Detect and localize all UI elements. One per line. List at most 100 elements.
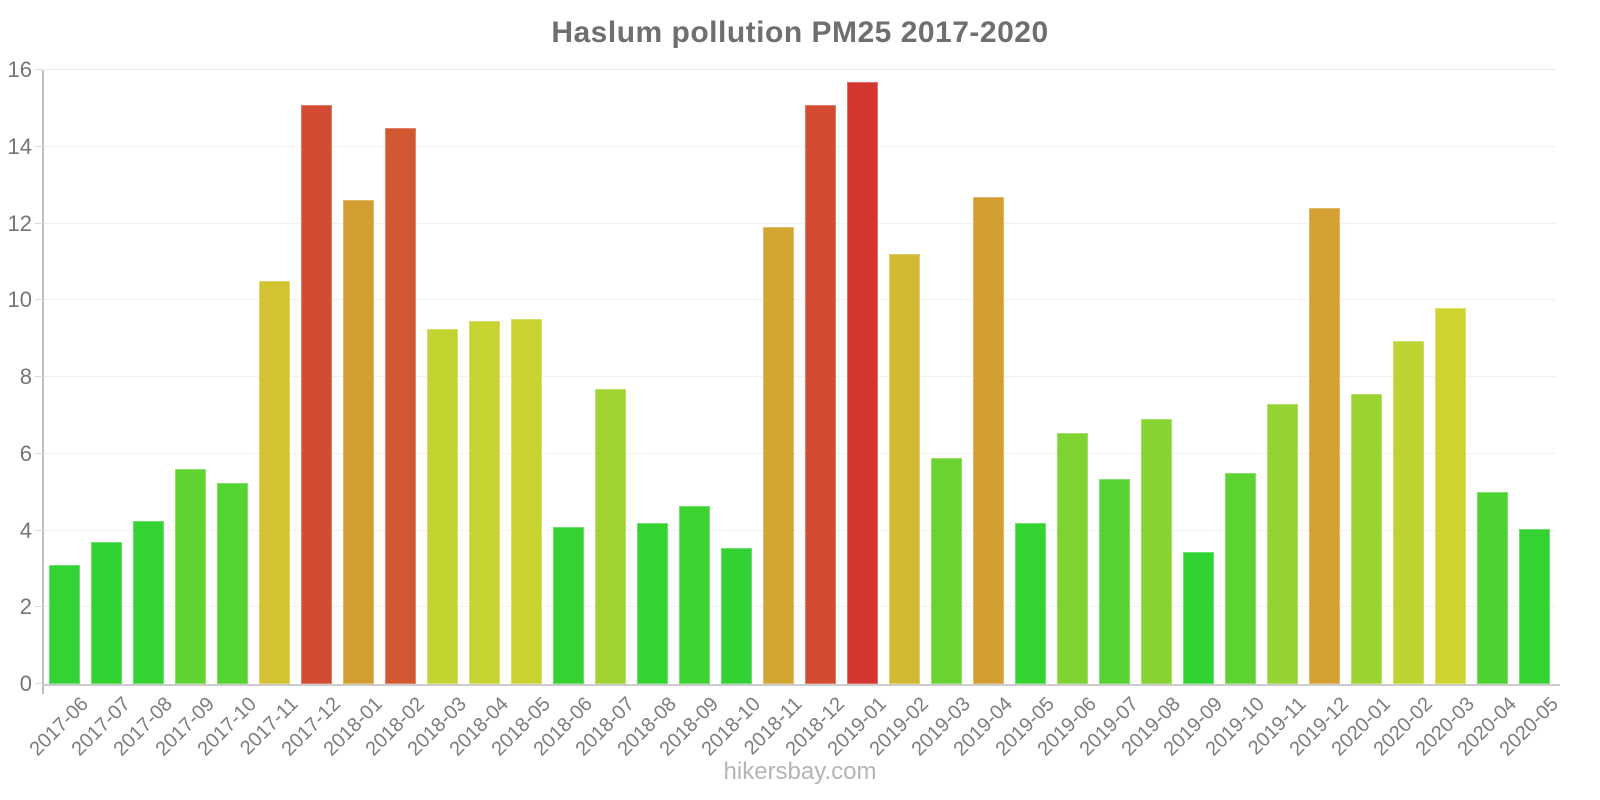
- bar-2017-08[interactable]: [133, 520, 164, 684]
- bar-2018-03[interactable]: [427, 329, 458, 684]
- bar-slot-2019-11: 2019-11: [1244, 70, 1311, 759]
- bar-2020-01[interactable]: [1351, 394, 1382, 684]
- bar-slot-2018-06: 2018-06: [529, 70, 597, 760]
- bar-2019-12[interactable]: [1309, 208, 1340, 684]
- bar-2018-11[interactable]: [763, 227, 794, 684]
- bar-2018-06[interactable]: [553, 526, 584, 684]
- bar-2020-03[interactable]: [1435, 307, 1466, 684]
- bar-2017-10[interactable]: [217, 482, 248, 684]
- y-axis-tick-4: [35, 529, 43, 531]
- bar-slot-2019-01: 2019-01: [823, 70, 891, 760]
- bar-slot-2017-06: 2017-06: [25, 70, 93, 760]
- bar-slot-2017-07: 2017-07: [67, 70, 135, 760]
- y-tick-label-14: 14: [7, 133, 32, 159]
- y-axis-tick-0: [35, 683, 43, 684]
- gridline-y6: [44, 452, 1556, 454]
- watermark-link[interactable]: hikersbay.com: [723, 758, 877, 785]
- gridline-y10: [44, 299, 1556, 301]
- bar-slot-2019-05: 2019-05: [991, 70, 1059, 760]
- bar-slot-2019-06: 2019-06: [1033, 70, 1101, 760]
- bar-slot-2018-10: 2018-10: [697, 70, 765, 760]
- gridline-y14: [44, 145, 1556, 147]
- bar-2020-04[interactable]: [1477, 492, 1508, 684]
- gridline-y12: [44, 222, 1556, 224]
- bar-slot-2017-09: 2017-09: [151, 70, 219, 760]
- bar-2019-04[interactable]: [973, 196, 1004, 684]
- bar-slot-2018-08: 2018-08: [613, 70, 681, 760]
- y-tick-label-12: 12: [7, 210, 32, 236]
- bar-slot-2018-01: 2018-01: [319, 70, 387, 760]
- y-axis-tick-10: [35, 299, 43, 301]
- bar-slot-2019-02: 2019-02: [865, 70, 933, 760]
- bar-slot-2019-12: 2019-12: [1285, 70, 1353, 760]
- y-axis-line: [42, 70, 44, 694]
- bar-slot-2017-11: 2017-11: [236, 70, 303, 759]
- bar-2019-09[interactable]: [1183, 551, 1214, 684]
- bar-2018-04[interactable]: [469, 321, 500, 684]
- y-tick-label-16: 16: [7, 57, 32, 82]
- bar-slot-2018-11: 2018-11: [740, 70, 807, 759]
- bar-slot-2018-02: 2018-02: [361, 70, 429, 760]
- bar-2017-11[interactable]: [259, 281, 290, 684]
- gridline-y8: [44, 376, 1556, 377]
- gridline-y2: [44, 606, 1556, 608]
- bar-slot-2020-01: 2020-01: [1327, 70, 1395, 760]
- gridline-y4: [44, 529, 1556, 531]
- bar-slot-2017-10: 2017-10: [193, 70, 261, 760]
- bar-slot-2019-09: 2019-09: [1159, 70, 1227, 760]
- bar-2019-05[interactable]: [1015, 522, 1046, 684]
- bar-slot-2019-04: 2019-04: [949, 70, 1017, 760]
- bar-2019-07[interactable]: [1099, 478, 1130, 684]
- y-axis-tick-2: [35, 606, 43, 608]
- y-axis-tick-14: [35, 145, 43, 147]
- bar-2017-09[interactable]: [175, 469, 206, 684]
- bar-slot-2019-03: 2019-03: [907, 70, 975, 760]
- bar-2019-11[interactable]: [1267, 403, 1298, 684]
- bar-slot-2019-10: 2019-10: [1201, 70, 1269, 760]
- bar-slot-2017-12: 2017-12: [277, 70, 345, 760]
- bar-2017-06[interactable]: [49, 565, 80, 684]
- bar-slot-2018-04: 2018-04: [445, 70, 513, 760]
- y-axis-tick-8: [35, 376, 43, 377]
- bar-2018-08[interactable]: [637, 522, 668, 684]
- bar-slot-2018-07: 2018-07: [571, 70, 639, 760]
- y-tick-label-2: 2: [19, 594, 32, 620]
- bar-2019-02[interactable]: [889, 254, 920, 684]
- bar-slot-2020-02: 2020-02: [1369, 70, 1437, 760]
- bar-2018-09[interactable]: [679, 505, 710, 684]
- bar-slot-2019-07: 2019-07: [1075, 70, 1143, 760]
- bar-2018-07[interactable]: [595, 388, 626, 684]
- y-axis-tick-16: [35, 69, 43, 70]
- y-tick-label-8: 8: [19, 364, 32, 389]
- y-tick-label-10: 10: [7, 287, 32, 313]
- bar-2020-02[interactable]: [1393, 340, 1424, 684]
- bar-slot-2020-05: 2020-05: [1495, 70, 1563, 760]
- bar-2017-12[interactable]: [301, 104, 332, 684]
- bar-slot-2018-12: 2018-12: [781, 70, 849, 760]
- y-tick-label-0: 0: [19, 671, 32, 696]
- bar-slot-2018-05: 2018-05: [487, 70, 555, 760]
- bar-2018-02[interactable]: [385, 127, 416, 684]
- y-tick-label-6: 6: [19, 440, 32, 466]
- bar-slot-2019-08: 2019-08: [1117, 70, 1185, 760]
- bar-2020-05[interactable]: [1519, 528, 1550, 684]
- bar-2019-08[interactable]: [1141, 419, 1172, 684]
- plot-area: 0 2 4 6 8 10 12 14 16 2017-06 2017-07 2017-08 2017-0…: [8, 59, 1563, 761]
- bar-2019-01[interactable]: [847, 81, 878, 684]
- bar-2018-12[interactable]: [805, 104, 836, 684]
- bar-2019-06[interactable]: [1057, 432, 1088, 684]
- bar-slot-2020-03: 2020-03: [1411, 70, 1479, 760]
- bar-2019-10[interactable]: [1225, 472, 1256, 684]
- x-axis-line: [42, 684, 1560, 686]
- bar-slot-2017-08: 2017-08: [109, 70, 177, 760]
- y-axis-tick-12: [35, 222, 43, 224]
- bar-2018-01[interactable]: [343, 200, 374, 684]
- y-tick-label-4: 4: [19, 517, 32, 543]
- bar-2017-07[interactable]: [91, 542, 122, 684]
- bar-2018-10[interactable]: [721, 547, 752, 684]
- bar-slot-2018-09: 2018-09: [655, 70, 723, 760]
- y-axis-tick-6: [35, 452, 43, 454]
- bar-2019-03[interactable]: [931, 457, 962, 684]
- bar-2018-05[interactable]: [511, 319, 542, 684]
